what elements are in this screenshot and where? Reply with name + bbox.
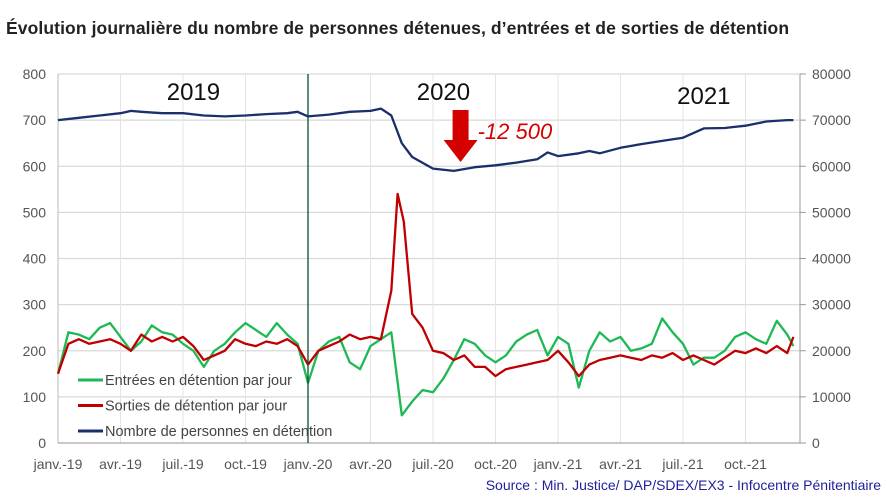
x-tick-label: avr.-21 (599, 456, 642, 472)
y-left-tick-label: 800 (23, 66, 47, 82)
y-right-tick-label: 0 (812, 435, 820, 451)
series-line-0 (56, 317, 795, 417)
x-tick-label: oct.-19 (224, 456, 267, 472)
x-tick-label: juil.-21 (661, 456, 703, 472)
down-arrow-icon (443, 110, 478, 162)
x-tick-label: avr.-19 (99, 456, 142, 472)
y-left-tick-label: 400 (23, 251, 47, 267)
y-left-tick-label: 500 (23, 204, 47, 220)
x-tick-label: janv.-20 (283, 456, 333, 472)
chart-title: Évolution journalière du nombre de perso… (6, 18, 790, 38)
y-left-tick-label: 300 (23, 297, 47, 313)
year-label: 2019 (167, 79, 220, 106)
x-tick-label: avr.-20 (349, 456, 392, 472)
source-note: Source : Min. Justice/ DAP/SDEX/EX3 - In… (486, 477, 882, 493)
x-tick-label: janv.-19 (33, 456, 83, 472)
y-right-tick-label: 10000 (812, 389, 851, 405)
y-right-tick-label: 80000 (812, 66, 851, 82)
x-tick-label: juil.-19 (161, 456, 203, 472)
x-tick-label: juil.-20 (411, 456, 453, 472)
annotation-label: -12 500 (478, 119, 553, 144)
x-tick-label: oct.-20 (474, 456, 517, 472)
y-left-tick-label: 700 (23, 112, 47, 128)
y-right-tick-label: 30000 (812, 297, 851, 313)
year-label: 2020 (417, 79, 470, 106)
y-left-tick-label: 0 (38, 435, 46, 451)
y-right-tick-label: 40000 (812, 251, 851, 267)
y-left-tick-label: 100 (23, 389, 47, 405)
x-tick-label: janv.-21 (533, 456, 583, 472)
legend-label: Sorties de détention par jour (105, 399, 287, 415)
x-tick-label: oct.-21 (724, 456, 767, 472)
y-right-tick-label: 60000 (812, 158, 851, 174)
series-line-1 (56, 192, 795, 378)
series-line-2 (57, 107, 794, 173)
y-right-tick-label: 20000 (812, 343, 851, 359)
y-right-tick-label: 70000 (812, 112, 851, 128)
y-right-tick-label: 50000 (812, 204, 851, 220)
year-label: 2021 (677, 83, 730, 110)
legend-label: Entrées en détention par jour (105, 373, 292, 389)
legend-label: Nombre de personnes en détention (105, 424, 332, 440)
y-left-tick-label: 200 (23, 343, 47, 359)
y-left-tick-label: 600 (23, 158, 47, 174)
